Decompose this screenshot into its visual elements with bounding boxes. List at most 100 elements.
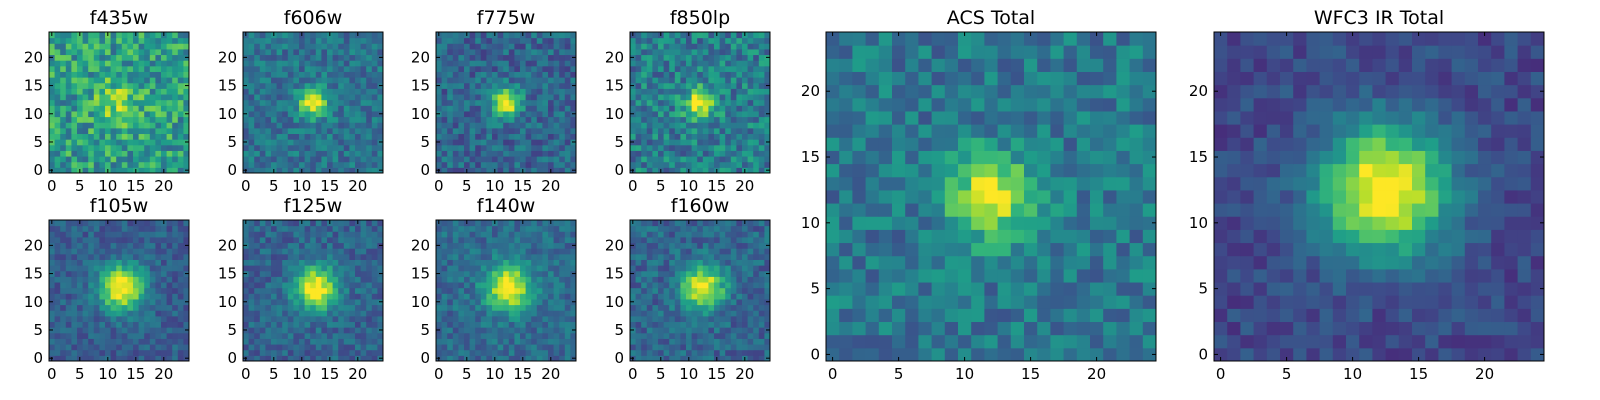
heatmap-cell — [630, 287, 637, 294]
heatmap-cell — [161, 60, 168, 67]
heatmap-cell — [464, 315, 471, 323]
heatmap-cell — [105, 139, 112, 146]
heatmap-cell — [293, 144, 300, 151]
heatmap-cell — [265, 327, 272, 334]
heatmap-cell — [293, 105, 300, 112]
heatmap-cell — [714, 99, 721, 106]
heatmap-cell — [742, 43, 749, 50]
heatmap-cell — [758, 99, 765, 106]
heatmap-cell — [691, 122, 698, 129]
heatmap-cell — [730, 338, 737, 345]
heatmap-cell — [138, 88, 145, 95]
heatmap-cell — [88, 122, 95, 129]
heatmap-cell — [486, 293, 493, 300]
heatmap-cell — [520, 139, 527, 146]
heatmap-cell — [680, 127, 687, 135]
heatmap-cell — [349, 54, 356, 61]
heatmap-cell — [121, 270, 128, 277]
heatmap-cell — [708, 99, 715, 106]
heatmap-cell — [525, 105, 532, 112]
heatmap-cell — [93, 65, 100, 72]
heatmap-cell — [121, 332, 128, 339]
heatmap-cell — [338, 82, 345, 89]
heatmap-cell — [259, 231, 266, 238]
heatmap-cell — [658, 282, 665, 289]
heatmap-cell — [355, 116, 362, 123]
heatmap-cell — [686, 139, 693, 146]
heatmap-cell — [149, 355, 156, 362]
heatmap-cell — [327, 65, 334, 72]
heatmap-cell — [105, 144, 112, 151]
heatmap-cell — [497, 43, 504, 50]
heatmap-cell — [480, 150, 487, 157]
heatmap-cell — [764, 77, 771, 84]
heatmap-cell — [719, 48, 726, 56]
heatmap-cell — [514, 282, 521, 289]
heatmap-cell — [310, 150, 317, 157]
heatmap-cell — [458, 315, 465, 323]
heatmap-cell — [736, 37, 743, 44]
heatmap-cell — [144, 60, 151, 67]
heatmap-cell — [310, 225, 317, 232]
heatmap-cell — [49, 105, 56, 112]
heatmap-cell — [503, 48, 510, 56]
heatmap-cell — [719, 139, 726, 146]
heatmap-cell — [121, 242, 128, 249]
heatmap-cell — [548, 327, 555, 334]
heatmap-cell — [669, 43, 676, 50]
heatmap-cell — [138, 321, 145, 328]
heatmap-cell — [570, 133, 577, 140]
heatmap-cell — [110, 94, 117, 101]
heatmap-cell — [503, 220, 510, 227]
heatmap-cell — [177, 282, 184, 289]
heatmap-cell — [436, 265, 443, 272]
heatmap-cell — [332, 259, 339, 266]
heatmap-cell — [127, 293, 134, 300]
heatmap-cell — [503, 144, 510, 151]
heatmap-cell — [127, 144, 134, 151]
heatmap-cell — [520, 259, 527, 266]
heatmap-cell — [564, 167, 571, 174]
heatmap-cell — [71, 133, 78, 140]
heatmap-cell — [60, 248, 67, 255]
y-tick-label: 10 — [24, 293, 43, 311]
heatmap-cell — [259, 304, 266, 311]
heatmap-cell — [287, 161, 294, 168]
heatmap-cell — [652, 122, 659, 129]
heatmap-cell — [366, 71, 373, 78]
heatmap-cell — [753, 43, 760, 50]
heatmap-cell — [49, 88, 56, 95]
heatmap-cell — [658, 327, 665, 334]
heatmap-cell — [88, 71, 95, 78]
heatmap-cell — [71, 127, 78, 135]
heatmap-cell — [133, 231, 140, 238]
heatmap-cell — [349, 332, 356, 339]
heatmap-cell — [503, 310, 510, 317]
heatmap-cell — [725, 293, 732, 300]
heatmap-cell — [315, 321, 322, 328]
heatmap-cell — [71, 310, 78, 317]
heatmap-cell — [343, 116, 350, 123]
heatmap-cell — [88, 60, 95, 67]
heatmap-cell — [674, 82, 681, 89]
heatmap-cell — [121, 37, 128, 44]
heatmap-cell — [327, 253, 334, 260]
heatmap-cell — [747, 349, 754, 356]
heatmap-cell — [248, 65, 255, 72]
heatmap-cell — [332, 304, 339, 311]
heatmap-cell — [304, 88, 311, 95]
heatmap-cell — [282, 127, 289, 135]
heatmap-cell — [570, 287, 577, 294]
heatmap-cell — [82, 287, 89, 294]
heatmap-cell — [133, 37, 140, 44]
heatmap-cell — [646, 144, 653, 151]
heatmap-cell — [708, 88, 715, 95]
heatmap-cell — [719, 304, 726, 311]
heatmap-cell — [321, 48, 328, 56]
heatmap-cell — [630, 71, 637, 78]
heatmap-cell — [758, 133, 765, 140]
heatmap-cell — [531, 253, 538, 260]
heatmap-cell — [725, 304, 732, 311]
heatmap-cell — [155, 282, 162, 289]
